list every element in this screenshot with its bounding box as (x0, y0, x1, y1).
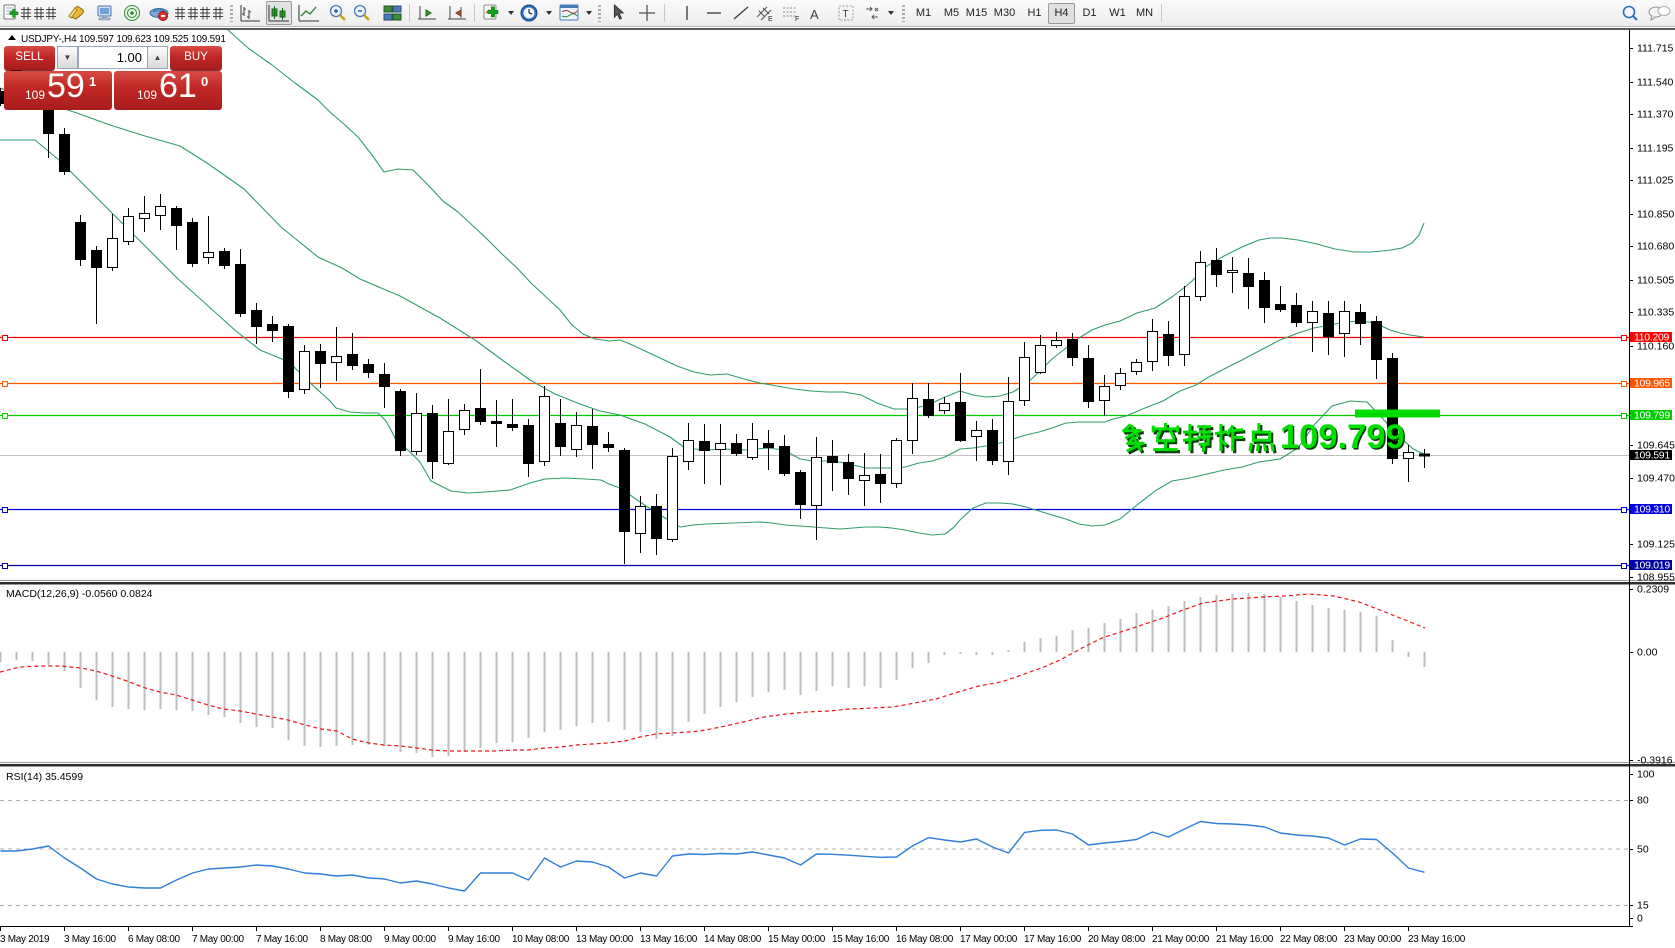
svg-text:21 May 00:00: 21 May 00:00 (1152, 934, 1210, 945)
svg-text:108.955: 108.955 (1637, 572, 1675, 584)
svg-text:109.799: 109.799 (1280, 418, 1405, 456)
svg-text:23 May 16:00: 23 May 16:00 (1408, 934, 1466, 945)
svg-text:110.505: 110.505 (1637, 275, 1674, 287)
svg-text:109.965: 109.965 (1634, 378, 1670, 390)
svg-text:20 May 08:00: 20 May 08:00 (1088, 934, 1146, 945)
svg-text:23 May 00:00: 23 May 00:00 (1344, 934, 1402, 945)
svg-text:7 May 16:00: 7 May 16:00 (256, 934, 308, 945)
svg-text:0.00: 0.00 (1637, 647, 1658, 659)
svg-text:80: 80 (1637, 795, 1649, 807)
svg-text:-0.3916: -0.3916 (1637, 755, 1673, 767)
svg-text:16 May 08:00: 16 May 08:00 (896, 934, 954, 945)
svg-text:9 May 16:00: 9 May 16:00 (448, 934, 500, 945)
svg-text:F: F (795, 16, 799, 23)
svg-text:15: 15 (1637, 900, 1649, 912)
svg-text:17 May 00:00: 17 May 00:00 (960, 934, 1018, 945)
svg-text:0.2309: 0.2309 (1637, 584, 1669, 596)
svg-text:109.019: 109.019 (1634, 560, 1670, 572)
svg-text:13 May 00:00: 13 May 00:00 (576, 934, 634, 945)
svg-text:7 May 00:00: 7 May 00:00 (192, 934, 244, 945)
svg-text:109.125: 109.125 (1637, 539, 1675, 551)
svg-text:3 May 16:00: 3 May 16:00 (64, 934, 116, 945)
svg-text:110.680: 110.680 (1637, 241, 1674, 253)
svg-text:109.645: 109.645 (1637, 440, 1675, 452)
svg-text:109.799: 109.799 (1282, 420, 1407, 458)
svg-text:13 May 16:00: 13 May 16:00 (640, 934, 698, 945)
svg-text:E: E (768, 16, 773, 23)
svg-text:9 May 00:00: 9 May 00:00 (384, 934, 436, 945)
svg-text:6 May 08:00: 6 May 08:00 (128, 934, 180, 945)
svg-text:USDJPY-,H4 109.597 109.623 10: USDJPY-,H4 109.597 109.623 109.525 109.5… (21, 34, 226, 45)
svg-text:8 May 08:00: 8 May 08:00 (320, 934, 372, 945)
svg-text:RSI(14) 35.4599: RSI(14) 35.4599 (6, 771, 83, 783)
svg-text:111.195: 111.195 (1637, 143, 1674, 155)
svg-text:T: T (843, 9, 849, 20)
svg-text:110.209: 110.209 (1634, 332, 1670, 344)
svg-text:110.335: 110.335 (1637, 307, 1674, 319)
svg-text:100: 100 (1637, 769, 1655, 781)
svg-text:111.370: 111.370 (1637, 109, 1674, 121)
svg-text:14 May 08:00: 14 May 08:00 (704, 934, 762, 945)
svg-text:109.799: 109.799 (1634, 410, 1670, 422)
svg-text:MACD(12,26,9) -0.0560 0.0824: MACD(12,26,9) -0.0560 0.0824 (6, 588, 153, 600)
svg-text:109.470: 109.470 (1637, 473, 1675, 485)
svg-text:0: 0 (1637, 913, 1643, 925)
svg-text:110.160: 110.160 (1637, 341, 1674, 353)
svg-text:10 May 08:00: 10 May 08:00 (512, 934, 570, 945)
svg-text:111.025: 111.025 (1637, 175, 1674, 187)
svg-text:17 May 16:00: 17 May 16:00 (1024, 934, 1082, 945)
svg-text:15 May 16:00: 15 May 16:00 (832, 934, 890, 945)
svg-text:109.310: 109.310 (1634, 504, 1670, 516)
svg-text:3 May 2019: 3 May 2019 (0, 934, 50, 945)
svg-text:109.591: 109.591 (1634, 450, 1670, 462)
svg-text:15 May 00:00: 15 May 00:00 (768, 934, 826, 945)
svg-text:21 May 16:00: 21 May 16:00 (1216, 934, 1274, 945)
svg-text:111.540: 111.540 (1637, 77, 1674, 89)
svg-text:22 May 08:00: 22 May 08:00 (1280, 934, 1338, 945)
svg-text:50: 50 (1637, 844, 1649, 856)
svg-text:110.850: 110.850 (1637, 209, 1674, 221)
svg-text:111.715: 111.715 (1637, 43, 1674, 55)
